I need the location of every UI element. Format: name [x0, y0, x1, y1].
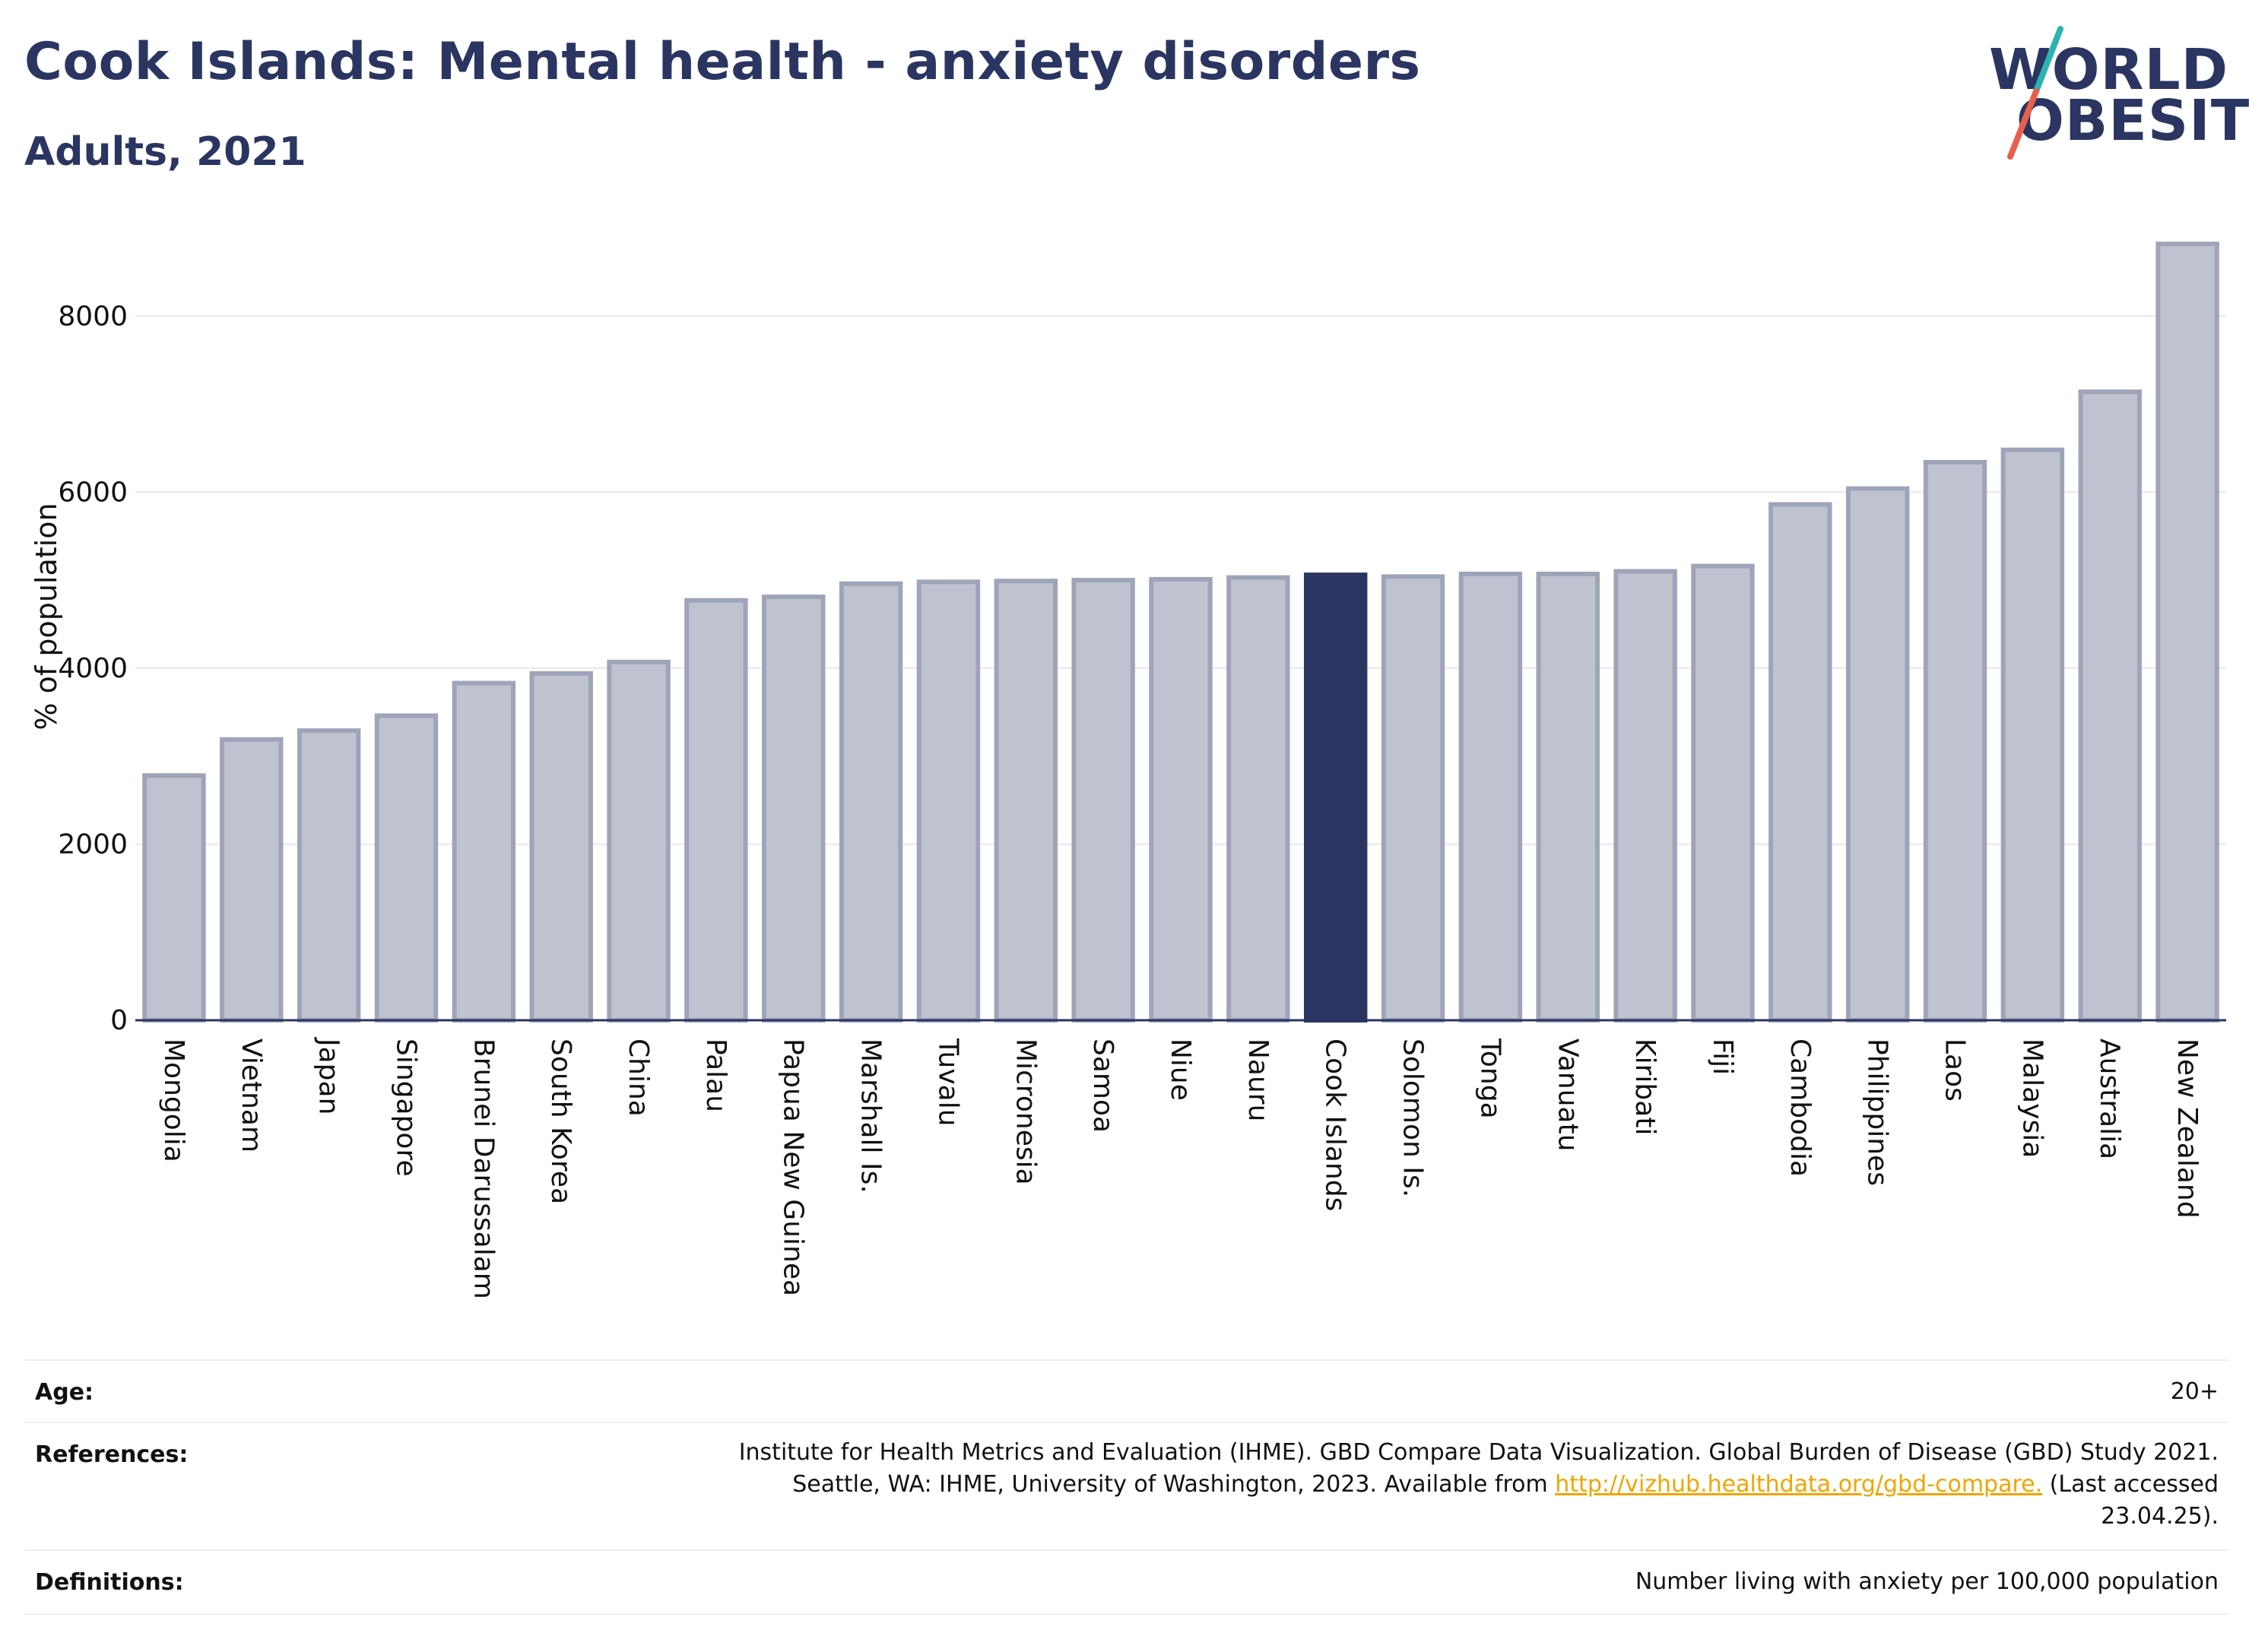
bar	[839, 581, 903, 1023]
x-tick-label: Tonga	[1474, 1038, 1505, 1119]
x-tick-label: Malaysia	[2016, 1038, 2048, 1158]
x-tick-label: Marshall Is.	[855, 1038, 887, 1194]
bar	[452, 680, 516, 1023]
x-tick-label: Samoa	[1087, 1038, 1118, 1133]
bar	[297, 728, 361, 1023]
bar	[916, 579, 981, 1023]
references-line-2: Seattle, WA: IHME, University of Washing…	[739, 1469, 2219, 1501]
x-tick-label: Vietnam	[236, 1038, 267, 1153]
logo-slash-icon	[2007, 26, 2063, 160]
bar	[374, 713, 439, 1023]
x-tick-label: Australia	[2094, 1038, 2125, 1159]
x-tick-label: Japan	[313, 1037, 344, 1115]
world-obesity-logo: WORLD OBESITY	[1977, 23, 2249, 167]
references-line-1: Institute for Health Metrics and Evaluat…	[738, 1439, 2219, 1466]
definitions-value: Number living with anxiety per 100,000 p…	[1635, 1568, 2219, 1595]
x-tick-label: Tuvalu	[932, 1038, 963, 1127]
y-tick-label: 2000	[58, 829, 128, 860]
references-line-2-post: (Last accessed	[2042, 1471, 2219, 1498]
bar	[762, 595, 826, 1023]
bar	[607, 659, 671, 1023]
x-tick-label: Nauru	[1242, 1038, 1274, 1121]
bar	[994, 579, 1058, 1023]
age-label: Age:	[35, 1379, 94, 1406]
bar	[1613, 569, 1677, 1023]
bar	[1458, 572, 1523, 1023]
bar	[220, 737, 284, 1023]
x-tick-label: Singapore	[390, 1038, 421, 1177]
bar	[1923, 459, 1987, 1023]
y-tick-label: 4000	[58, 653, 128, 684]
bar	[1536, 572, 1600, 1023]
references-label: References:	[35, 1441, 189, 1468]
x-tick-label: Fiji	[1707, 1038, 1738, 1075]
x-tick-label: Niue	[1165, 1038, 1196, 1101]
meta-row-definitions: Definitions: Number living with anxiety …	[24, 1549, 2229, 1615]
bar	[2078, 389, 2142, 1023]
y-tick-label: 8000	[58, 301, 128, 332]
x-tick-label: Laos	[1940, 1038, 1971, 1102]
x-tick-label: Micronesia	[1010, 1038, 1041, 1185]
references-value: Institute for Health Metrics and Evaluat…	[739, 1437, 2219, 1533]
x-tick-label: China	[623, 1038, 654, 1117]
bar	[1071, 578, 1135, 1023]
y-tick-label: 6000	[58, 477, 128, 508]
bar	[529, 671, 593, 1023]
x-tick-label: Philippines	[1862, 1038, 1893, 1186]
x-tick-label: Papua New Guinea	[778, 1038, 809, 1296]
age-value: 20+	[2170, 1378, 2219, 1405]
x-tick-label: Kiribati	[1629, 1038, 1661, 1135]
page-title: Cook Islands: Mental health - anxiety di…	[24, 32, 1421, 92]
logo-line-1: WORLD	[1989, 37, 2229, 103]
bar	[142, 773, 206, 1023]
x-tick-label: Cook Islands	[1320, 1038, 1351, 1211]
bar	[1226, 575, 1290, 1023]
references-line-2-pre: Seattle, WA: IHME, University of Washing…	[792, 1471, 1556, 1498]
meta-row-age: Age: 20+	[24, 1359, 2229, 1423]
x-tick-label: Mongolia	[158, 1038, 189, 1162]
bar-chart: 0 2000 4000 6000 8000 % of population Mongolia…	[30, 241, 2226, 1299]
bar	[2155, 241, 2219, 1023]
references-line-3: 23.04.25).	[2101, 1503, 2219, 1530]
x-tick-label: Palau	[700, 1038, 731, 1112]
definitions-label: Definitions:	[35, 1569, 184, 1596]
x-tick-label: Vanuatu	[1552, 1038, 1583, 1152]
meta-row-references: References: Institute for Health Metrics…	[24, 1422, 2229, 1551]
x-tick-label: Brunei Darussalam	[468, 1038, 499, 1299]
y-axis-title: % of population	[30, 503, 63, 730]
bar	[1381, 574, 1445, 1023]
x-tick-label: New Zealand	[2171, 1038, 2203, 1219]
references-link[interactable]: http://vizhub.healthdata.org/gbd-compare…	[1555, 1471, 2043, 1498]
x-tick-label: Solomon Is.	[1397, 1038, 1429, 1197]
page-subtitle: Adults, 2021	[24, 129, 306, 175]
bar	[2000, 447, 2065, 1023]
bar	[1768, 502, 1832, 1023]
bar	[684, 598, 748, 1023]
bar	[1304, 572, 1368, 1023]
y-tick-label: 0	[110, 1005, 128, 1036]
logo-line-2: OBESITY	[2016, 88, 2249, 154]
bar	[1845, 486, 1910, 1023]
bar	[1691, 563, 1755, 1023]
bar	[1149, 576, 1213, 1023]
x-tick-label: Cambodia	[1784, 1038, 1816, 1177]
x-tick-label: South Korea	[545, 1038, 576, 1204]
